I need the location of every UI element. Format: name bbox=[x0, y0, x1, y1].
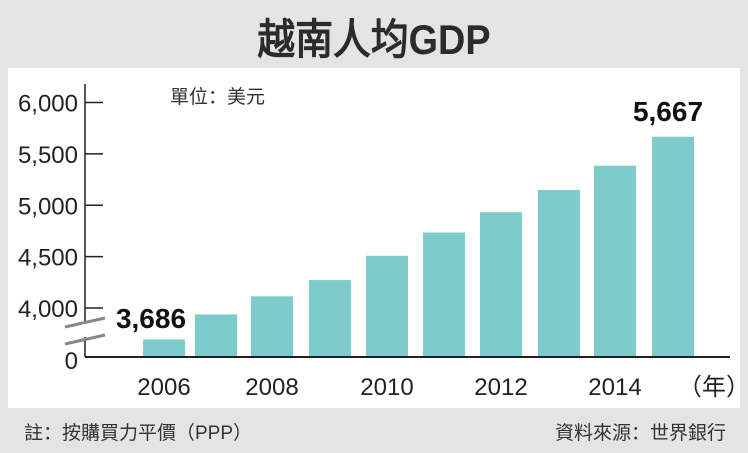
unit-label: 單位：美元 bbox=[170, 86, 265, 108]
data-label-2015: 5,667 bbox=[633, 96, 703, 127]
bar-2009 bbox=[309, 280, 351, 356]
x-tick-label: 2006 bbox=[137, 374, 190, 401]
axis-break-gap bbox=[82, 324, 89, 337]
x-unit-label: （年） bbox=[678, 374, 748, 401]
source-note: 資料來源：世界銀行 bbox=[554, 423, 726, 444]
axis-break-mark bbox=[64, 333, 106, 346]
bar-2012 bbox=[480, 212, 522, 356]
y-tick-label: 0 bbox=[65, 348, 78, 375]
y-tick-label: 6,000 bbox=[18, 91, 78, 118]
bar-2007 bbox=[195, 314, 237, 356]
x-tick-label: 2014 bbox=[588, 374, 641, 401]
x-tick-label: 2008 bbox=[245, 374, 298, 401]
bar-2011 bbox=[423, 232, 465, 356]
x-tick-label: 2010 bbox=[360, 374, 413, 401]
bar-2014 bbox=[594, 165, 636, 356]
y-tick-label: 4,000 bbox=[18, 296, 78, 323]
bar-2008 bbox=[251, 296, 293, 356]
y-tick-label: 5,000 bbox=[18, 193, 78, 220]
chart-title: 越南人均GDP bbox=[257, 16, 491, 63]
bar-2006 bbox=[143, 339, 185, 356]
x-tick-label: 2012 bbox=[474, 374, 527, 401]
bar-2013 bbox=[538, 189, 580, 356]
y-tick-label: 5,500 bbox=[18, 142, 78, 169]
footnote: 註：按購買力平價（PPP） bbox=[24, 423, 253, 444]
bar-2010 bbox=[366, 255, 408, 356]
bar-2015 bbox=[652, 136, 694, 356]
axis-break-mark bbox=[64, 316, 106, 329]
data-label-2006: 3,686 bbox=[116, 303, 186, 334]
y-tick-label: 4,500 bbox=[18, 245, 78, 272]
